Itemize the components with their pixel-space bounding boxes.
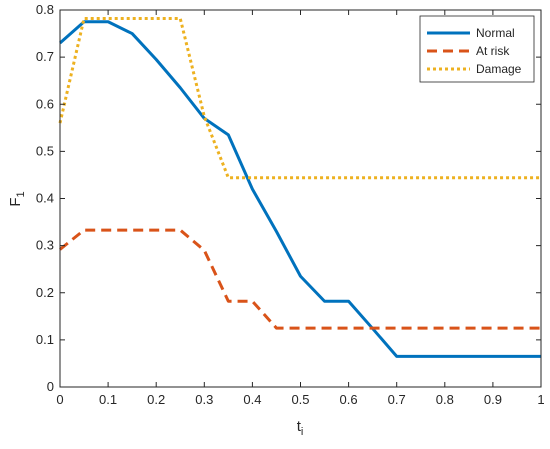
- y-tick-label: 0.8: [36, 2, 54, 17]
- series-line-normal: [59, 20, 541, 358]
- x-tick-label: 1: [537, 392, 544, 407]
- plot-lines: [58, 16, 541, 358]
- legend-box: [419, 15, 535, 83]
- y-tick-label: 0.5: [36, 143, 54, 158]
- y-axis-label-main: F: [7, 197, 24, 206]
- legend: Normal At risk Damage: [419, 15, 535, 83]
- legend-label-normal: Normal: [476, 26, 515, 40]
- x-axis-label-main: t: [297, 418, 302, 435]
- legend-item-damage: Damage: [427, 62, 522, 76]
- x-tick-label: 0.2: [147, 392, 165, 407]
- y-tick-label: 0.1: [36, 332, 54, 347]
- x-tick-label: 0.9: [484, 392, 502, 407]
- axis-ticks: 0 0.1 0.2 0.3 0.4 0.5 0.6 0.7 0.8 0.9 1 0 0.1 0.2 0.3 0…: [36, 2, 545, 407]
- y-axis-label-subscript: 1: [15, 191, 27, 197]
- series-line-damage: [58, 16, 541, 180]
- x-tick-label: 0.3: [195, 392, 213, 407]
- legend-label-damage: Damage: [476, 62, 522, 76]
- y-tick-label: 0.6: [36, 96, 54, 111]
- legend-item-at-risk: At risk: [427, 44, 510, 58]
- y-tick-label: 0: [47, 379, 54, 394]
- legend-label-at-risk: At risk: [476, 44, 510, 58]
- x-tick-label: 0.1: [99, 392, 117, 407]
- x-tick-label: 0.4: [243, 392, 261, 407]
- y-tick-label: 0.3: [36, 238, 54, 253]
- x-tick-label: 0.7: [388, 392, 406, 407]
- y-axis-label: F1: [7, 191, 27, 206]
- y-tick-label: 0.7: [36, 49, 54, 64]
- series-line-at-risk: [59, 228, 541, 330]
- x-tick-label: 0.5: [291, 392, 309, 407]
- x-tick-label: 0.8: [436, 392, 454, 407]
- y-tick-label: 0.2: [36, 285, 54, 300]
- x-tick-label: 0.6: [340, 392, 358, 407]
- legend-item-normal: Normal: [427, 26, 515, 40]
- x-tick-label: 0: [56, 392, 63, 407]
- x-axis-label: ti: [297, 418, 304, 438]
- x-axis-label-subscript: i: [301, 426, 303, 438]
- y-tick-label: 0.4: [36, 191, 54, 206]
